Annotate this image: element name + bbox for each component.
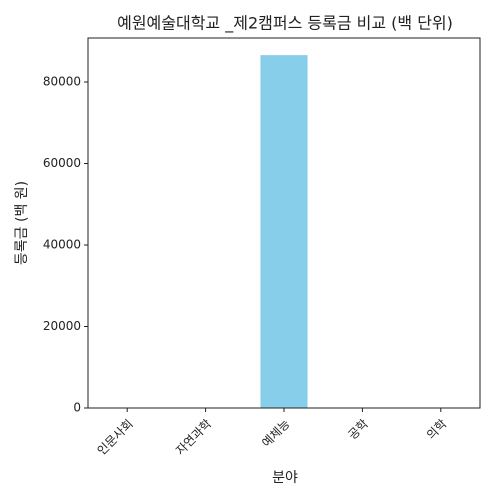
x-tick-label: 자연과학 xyxy=(173,417,214,458)
y-axis-label: 등록금 (백 원) xyxy=(14,181,30,265)
y-tick-label: 0 xyxy=(73,401,81,415)
bar xyxy=(260,55,308,409)
plot-frame xyxy=(87,37,481,409)
x-tick-label: 예체능 xyxy=(259,417,292,450)
y-tick-label: 20000 xyxy=(43,319,81,333)
x-tick-label: 인문사회 xyxy=(95,417,136,458)
x-tick-label: 공학 xyxy=(345,417,371,443)
y-tick-label: 60000 xyxy=(43,156,81,170)
y-tick-label: 40000 xyxy=(43,238,81,252)
x-tick-label: 의학 xyxy=(424,417,450,443)
chart-title: 예원예술대학교 _제2캠퍼스 등록금 비교 (백 단위) xyxy=(117,14,453,34)
x-axis-label: 분야 xyxy=(272,470,298,486)
y-tick-label: 80000 xyxy=(43,75,81,89)
